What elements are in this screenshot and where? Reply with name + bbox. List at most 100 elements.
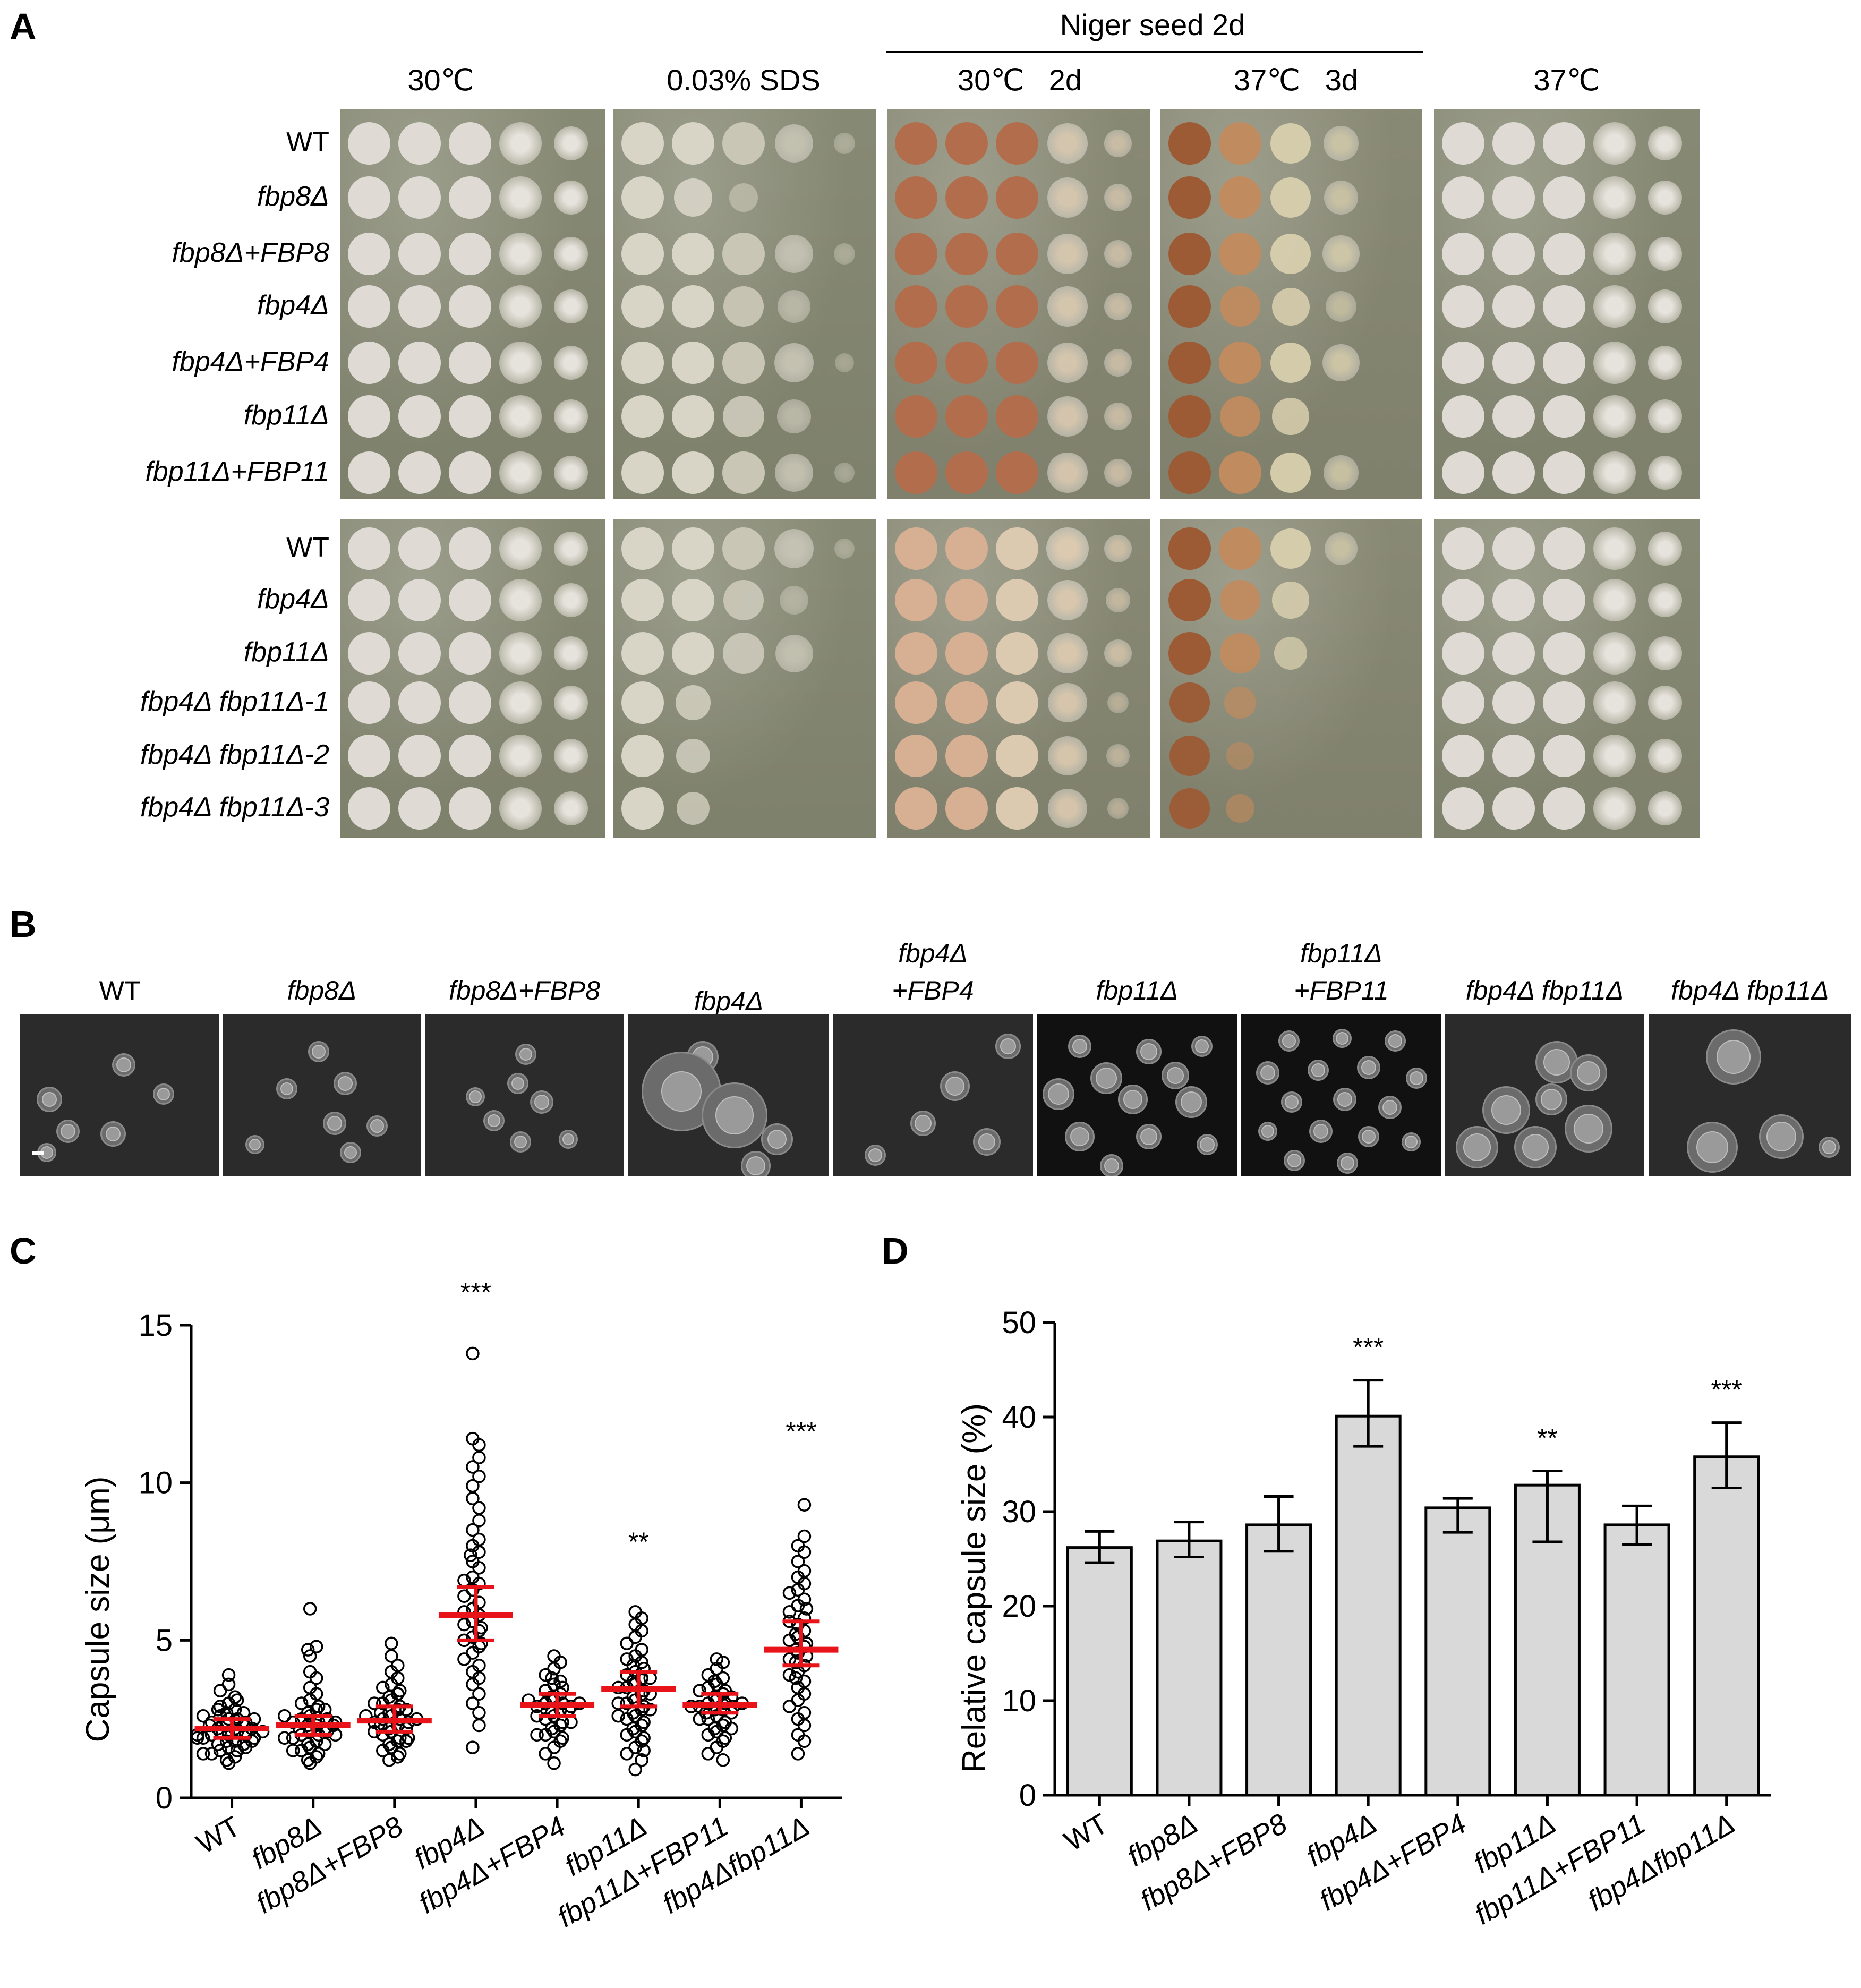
- panel-b-letter: B: [10, 903, 37, 945]
- cell-body: [1167, 1067, 1184, 1084]
- data-point: [221, 1740, 236, 1754]
- cell-body: [511, 1077, 524, 1090]
- cell: [1759, 1114, 1804, 1159]
- colony-spot: [677, 792, 710, 825]
- colony-spot: [621, 681, 664, 724]
- colony-spot: [1492, 681, 1535, 724]
- cell: [1358, 1126, 1379, 1147]
- y-tick-label: 5: [156, 1623, 173, 1658]
- cell: [1378, 1096, 1402, 1119]
- colony-spot: [1104, 183, 1132, 212]
- data-point: [545, 1671, 559, 1685]
- colony-spot: [1104, 129, 1132, 158]
- data-point: [466, 1696, 480, 1710]
- colony-spot: [554, 346, 588, 380]
- colony-spot: [1492, 342, 1535, 384]
- data-point: [303, 1649, 317, 1663]
- data-point: [472, 1561, 486, 1575]
- colony-spot: [1047, 123, 1088, 164]
- data-point: [294, 1696, 309, 1710]
- colony-spot: [1169, 735, 1210, 777]
- colony-spot: [723, 579, 764, 621]
- median-iqr-bars: [194, 1584, 839, 1740]
- row-label: WT: [286, 532, 329, 563]
- data-point: [391, 1750, 405, 1764]
- data-point: [620, 1712, 634, 1726]
- colony-spot: [895, 342, 937, 384]
- colony-spot: [554, 686, 588, 720]
- colony-spot: [621, 176, 664, 219]
- colony-spot: [1104, 458, 1132, 487]
- cell: [1136, 1039, 1162, 1064]
- cell: [515, 1044, 536, 1065]
- cell-body: [280, 1082, 293, 1095]
- cell-body: [61, 1124, 75, 1139]
- colony-spot: [1648, 739, 1682, 773]
- colony-spot: [449, 787, 491, 830]
- cell-body: [945, 1077, 964, 1096]
- data-point: [376, 1744, 390, 1757]
- colony-spot: [554, 456, 588, 490]
- cell-body: [1362, 1130, 1376, 1144]
- data-point: [789, 1671, 803, 1685]
- y-tick-label: 30: [1002, 1495, 1036, 1529]
- colony-spot: [895, 176, 937, 219]
- colony-spot: [398, 527, 441, 570]
- colony-spot: [1492, 579, 1535, 621]
- cell-body: [1200, 1137, 1215, 1152]
- cell-body: [978, 1133, 995, 1150]
- data-point: [635, 1656, 648, 1669]
- data-point: [196, 1747, 210, 1761]
- data-point: [620, 1636, 634, 1651]
- colony-spot: [1322, 344, 1360, 381]
- colony-spot: [449, 579, 491, 621]
- data-point: [385, 1649, 398, 1663]
- cell-body: [1313, 1124, 1328, 1139]
- data-point: [277, 1731, 292, 1745]
- plate-image: [1434, 519, 1700, 838]
- data-point: [628, 1709, 642, 1723]
- data-point: [382, 1753, 396, 1767]
- colony-spot: [996, 342, 1038, 384]
- cell: [1175, 1086, 1207, 1118]
- cell-body: [1285, 1095, 1299, 1109]
- colony-spot: [775, 634, 813, 672]
- colony-spot: [1104, 292, 1132, 321]
- colony-spot: [1047, 452, 1088, 493]
- colony-spot: [1168, 342, 1211, 384]
- colony-spot: [1225, 794, 1255, 823]
- header-sds: 0.03% SDS: [667, 63, 821, 97]
- y-tick-label: 0: [156, 1781, 173, 1815]
- cell-body: [1140, 1043, 1157, 1060]
- data-point: [464, 1548, 477, 1562]
- colony-spot: [945, 176, 988, 219]
- cell-body: [1574, 1114, 1603, 1144]
- data-point: [286, 1744, 300, 1757]
- micrograph-label: fbp4Δ fbp11Δ: [1465, 976, 1624, 1005]
- row-label: fbp8Δ: [257, 181, 329, 212]
- colony-spot: [1543, 681, 1585, 724]
- colony-spot: [1593, 787, 1636, 830]
- colony-spot: [1492, 122, 1535, 165]
- scale-bar: [32, 1151, 44, 1155]
- data-point: [472, 1718, 486, 1733]
- colony-spot: [1442, 342, 1484, 384]
- cell-body: [1388, 1034, 1402, 1048]
- colony-spot: [449, 527, 491, 570]
- data-point: [556, 1731, 569, 1745]
- cell-body: [1543, 1049, 1570, 1076]
- colony-spot: [1047, 579, 1088, 621]
- cell: [507, 1073, 528, 1094]
- cell: [112, 1053, 135, 1077]
- micrograph: [1445, 1014, 1644, 1176]
- cell-body: [1405, 1136, 1418, 1148]
- colony-spot: [1492, 176, 1535, 219]
- colony-spot: [1648, 181, 1682, 215]
- data-point: [385, 1636, 398, 1651]
- cell-body: [1717, 1040, 1751, 1074]
- data-point: [457, 1652, 471, 1666]
- colony-spot: [1104, 348, 1132, 377]
- row-label: fbp11Δ: [243, 637, 329, 668]
- colony-spot: [398, 342, 441, 384]
- cell-body: [1361, 1060, 1376, 1075]
